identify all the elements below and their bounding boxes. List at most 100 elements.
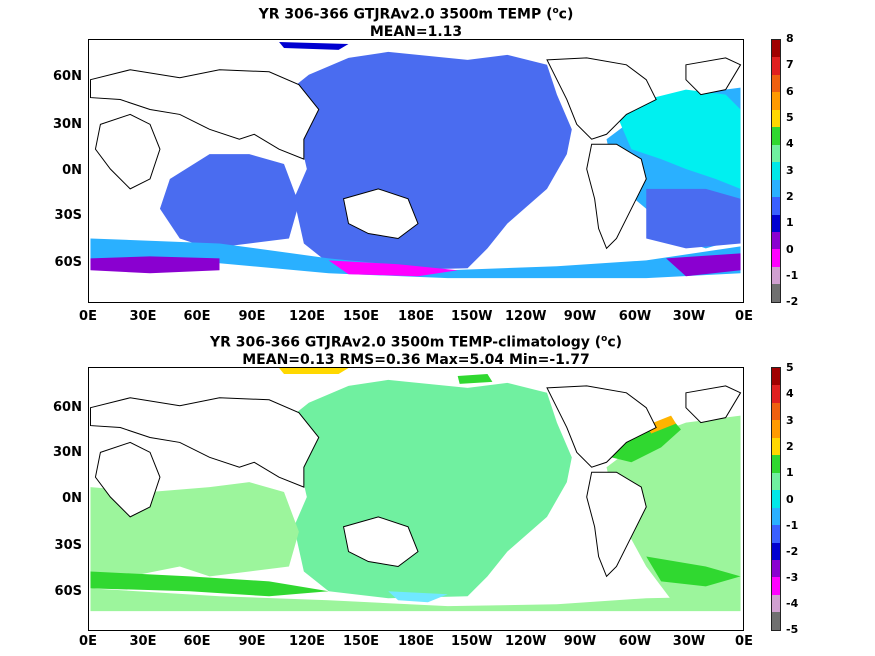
colorbar-segment — [772, 612, 780, 630]
top-southern-band-1 — [90, 238, 741, 279]
colorbar-segment — [772, 266, 780, 285]
top-xlabel-1: 30E — [129, 309, 157, 324]
top-cbar-label-8: 0 — [786, 243, 794, 256]
top-xlabel-9: 90W — [563, 309, 597, 324]
colorbar-segment — [772, 127, 780, 145]
bottom-xlabel-9: 90W — [563, 634, 597, 649]
bottom-ylabel-1: 30N — [53, 445, 82, 460]
bottom-xlabel-0: 0E — [79, 634, 97, 649]
top-cbar-label-7: 1 — [786, 216, 794, 229]
bottom-xlabel-3: 90E — [238, 634, 266, 649]
top-xlabel-8: 120W — [505, 309, 547, 324]
colorbar-segment — [772, 385, 780, 403]
colorbar-segment — [772, 197, 780, 215]
colorbar-segment — [772, 368, 780, 386]
bottom-arctic-yellow — [279, 368, 349, 374]
bottom-ylabel-2: 0N — [62, 491, 82, 506]
top-ylabel-1: 30N — [53, 117, 82, 132]
colorbar-segment — [772, 490, 780, 508]
top-southern-cold — [90, 256, 220, 274]
colorbar-segment — [772, 559, 780, 578]
top-xlabel-6: 180E — [397, 309, 435, 324]
bottom-land — [89, 385, 742, 578]
top-xlabel-3: 90E — [238, 309, 266, 324]
bottom-xlabel-7: 150W — [451, 634, 493, 649]
top-southern-cold-2 — [328, 260, 458, 277]
colorbar-segment — [772, 162, 780, 180]
colorbar-segment — [772, 437, 780, 456]
bottom-cbar-label-1: 4 — [786, 387, 794, 400]
top-cbar-label-10: -2 — [786, 295, 799, 308]
bottom-ylabel-3: 30S — [54, 538, 82, 553]
bottom-cbar-label-4: 1 — [786, 466, 794, 479]
top-ylabel-2: 0N — [62, 163, 82, 178]
top-cbar-label-9: -1 — [786, 269, 799, 282]
bottom-ylabel-0: 60N — [53, 400, 82, 415]
bottom-arctic-green — [457, 373, 493, 384]
bottom-colorbar — [771, 367, 781, 631]
bottom-xlabel-4: 120E — [288, 634, 326, 649]
top-map — [88, 39, 744, 303]
top-mean: MEAN=1.13 — [369, 23, 463, 40]
bottom-southern-green — [90, 571, 329, 597]
top-cbar-label-6: 2 — [786, 190, 794, 203]
top-ylabel-3: 30S — [54, 208, 82, 223]
bottom-xlabel-11: 30W — [672, 634, 706, 649]
top-xlabel-10: 60W — [618, 309, 652, 324]
colorbar-segment — [772, 594, 780, 613]
bottom-panel: YR 306-366 GTJRAv2.0 3500m TEMP-climatol… — [0, 328, 875, 656]
bottom-xlabel-1: 30E — [129, 634, 157, 649]
bottom-atlantic-field — [606, 415, 741, 607]
colorbar-segment — [772, 144, 780, 163]
colorbar-segment — [772, 284, 780, 302]
top-xlabel-11: 30W — [672, 309, 706, 324]
top-arctic — [279, 41, 349, 50]
colorbar-segment — [772, 74, 780, 93]
bottom-cbar-label-2: 3 — [786, 414, 794, 427]
colorbar-segment — [772, 92, 780, 110]
bottom-cbar-label-9: -4 — [786, 597, 799, 610]
top-southern-cold-3 — [666, 253, 741, 277]
bottom-xlabel-10: 60W — [618, 634, 652, 649]
top-panel: YR 306-366 GTJRAv2.0 3500m TEMP (oc) MEA… — [53, 6, 799, 324]
bottom-southern-cyan — [388, 591, 448, 603]
colorbar-segment — [772, 57, 780, 75]
colorbar-segment — [772, 455, 780, 473]
top-cbar-label-2: 6 — [786, 85, 794, 98]
top-ylabel-4: 60S — [54, 255, 82, 270]
bottom-southern-band — [90, 588, 741, 612]
bottom-ylabel-4: 60S — [54, 584, 82, 599]
bottom-cbar-label-10: -5 — [786, 623, 799, 636]
bottom-cbar-label-3: 2 — [786, 440, 794, 453]
top-land — [89, 57, 742, 250]
colorbar-segment — [772, 402, 780, 421]
bottom-map — [88, 367, 744, 631]
top-cbar-label-1: 7 — [786, 58, 794, 71]
colorbar-segment — [772, 179, 780, 198]
top-natl-warm — [616, 89, 741, 189]
top-south-atl — [646, 188, 741, 249]
colorbar-segment — [772, 214, 780, 232]
bottom-cbar-label-6: -1 — [786, 519, 799, 532]
top-indian-field — [159, 154, 299, 249]
colorbar-segment — [772, 507, 780, 526]
bottom-stats: MEAN=0.13 RMS=0.36 Max=5.04 Min=-1.77 — [242, 351, 590, 368]
top-cbar-label-3: 5 — [786, 111, 794, 124]
bottom-cbar-label-7: -2 — [786, 545, 799, 558]
bottom-cbar-label-5: 0 — [786, 493, 794, 506]
top-ylabel-0: 60N — [53, 69, 82, 84]
top-cbar-label-0: 8 — [786, 32, 794, 45]
colorbar-segment — [772, 472, 780, 491]
bottom-xlabel-6: 180E — [397, 634, 435, 649]
bottom-xlabel-12: 0E — [735, 634, 753, 649]
top-xlabel-2: 60E — [183, 309, 211, 324]
bottom-xlabel-2: 60E — [183, 634, 211, 649]
colorbar-segment — [772, 577, 780, 595]
colorbar-segment — [772, 420, 780, 438]
top-xlabel-7: 150W — [451, 309, 493, 324]
top-xlabel-0: 0E — [79, 309, 97, 324]
top-colorbar — [771, 39, 781, 303]
bottom-xlabel-8: 120W — [505, 634, 547, 649]
top-cbar-label-5: 3 — [786, 164, 794, 177]
bottom-cbar-label-8: -3 — [786, 571, 799, 584]
